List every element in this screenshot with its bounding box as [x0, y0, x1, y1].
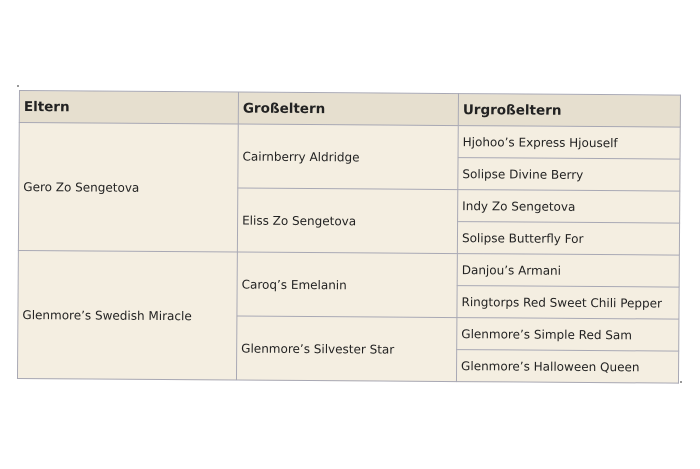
table-row: Gero Zo Sengetova Cairnberry Aldridge Hj… [18, 122, 681, 253]
great-grandparent-cell[interactable]: Glenmore’s Simple Red Sam [456, 317, 679, 352]
great-grandparent-cell[interactable]: Solipse Butterfly For [457, 221, 680, 256]
grandparent-cell[interactable]: Eliss Zo Sengetova [237, 188, 458, 254]
grandparent-cell[interactable]: Glenmore’s Silvester Star [236, 316, 457, 382]
header-urgrosseltern: Urgroßeltern [458, 93, 681, 128]
great-grandparent-cell[interactable]: Danjou’s Armani [457, 253, 680, 288]
great-grandparent-cell[interactable]: Indy Zo Sengetova [457, 189, 680, 224]
grandparent-cell[interactable]: Cairnberry Aldridge [237, 124, 459, 190]
great-grandparent-cell[interactable]: Glenmore’s Halloween Queen [456, 349, 679, 384]
great-grandparent-cell[interactable]: Hjohoo’s Express Hjouself [458, 125, 681, 160]
parent-cell[interactable]: Glenmore’s Swedish Miracle [17, 250, 238, 381]
header-eltern: Eltern [19, 90, 239, 125]
parent-cell[interactable]: Gero Zo Sengetova [18, 122, 239, 253]
header-row: Eltern Großeltern Urgroßeltern [19, 90, 681, 128]
grandparent-cell[interactable]: Caroq’s Emelanin [236, 252, 458, 318]
great-grandparent-cell[interactable]: Solipse Divine Berry [457, 157, 681, 192]
great-grandparent-cell[interactable]: Ringtorps Red Sweet Chili Pepper [456, 285, 680, 320]
table-row: Glenmore’s Swedish Miracle Caroq’s Emela… [17, 250, 680, 381]
header-grosseltern: Großeltern [238, 92, 459, 126]
corner-mark [17, 85, 19, 87]
pedigree-table: Eltern Großeltern Urgroßeltern Gero Zo S… [17, 90, 681, 384]
pedigree-table-container: Eltern Großeltern Urgroßeltern Gero Zo S… [17, 90, 681, 384]
corner-mark [680, 381, 682, 383]
